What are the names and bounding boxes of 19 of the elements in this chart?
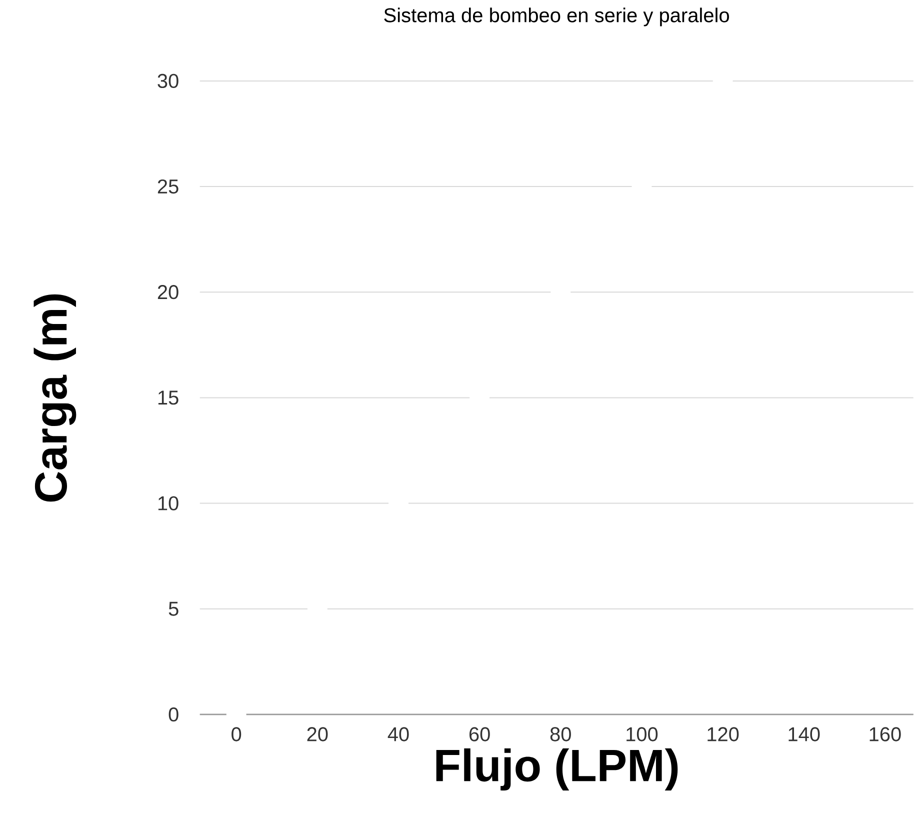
y-tick-label: 30 xyxy=(158,74,178,88)
x-tick-label: 0 xyxy=(232,726,242,742)
y-tick-label: 20 xyxy=(158,284,178,299)
y-tick-label: 5 xyxy=(168,602,178,616)
x-axis-title: Flujo (LPM) xyxy=(436,748,678,790)
y-tick-label: 0 xyxy=(168,707,178,722)
y-tick-label: 15 xyxy=(158,390,178,404)
x-tick-label: 20 xyxy=(307,726,328,742)
x-tick-label: 100 xyxy=(626,726,658,742)
x-tick-label: 120 xyxy=(708,726,739,742)
chart-title: Sistema de bombeo en serie y paralelo xyxy=(384,7,729,26)
x-tick-label: 80 xyxy=(550,726,571,742)
y-tick-label: 10 xyxy=(158,496,178,510)
x-tick-label: 60 xyxy=(469,726,490,742)
x-tick-label: 40 xyxy=(388,726,409,742)
y-tick-label: 25 xyxy=(158,179,178,194)
x-tick-label: 140 xyxy=(788,726,820,742)
x-tick-label: 160 xyxy=(870,726,901,742)
y-axis-title: Carga (m) xyxy=(34,294,76,502)
